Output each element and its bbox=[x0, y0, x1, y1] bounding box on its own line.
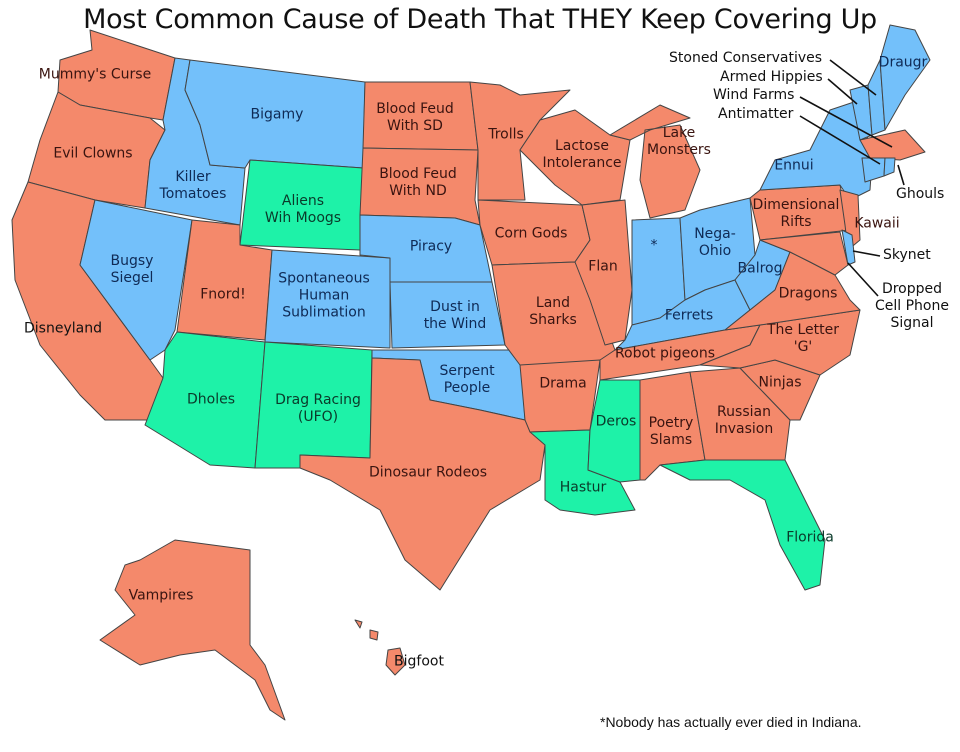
label-or: Evil Clowns bbox=[53, 145, 133, 162]
callout-ct: Antimatter bbox=[718, 106, 794, 122]
state-fl[interactable] bbox=[659, 459, 826, 591]
label-ky: Ferrets bbox=[664, 307, 714, 324]
label-oh: Nega- Ohio bbox=[694, 226, 736, 259]
callout-ma: Wind Farms bbox=[713, 87, 795, 103]
label-ks: Dust in the Wind bbox=[423, 299, 487, 332]
state-co[interactable] bbox=[264, 249, 391, 349]
label-mn: Trolls bbox=[488, 126, 524, 143]
label-fl: Florida bbox=[786, 529, 834, 546]
label-al: Poetry Slams bbox=[648, 415, 694, 448]
state-tx[interactable] bbox=[299, 357, 546, 591]
label-ut: Fnord! bbox=[200, 286, 246, 303]
label-ms: Deros bbox=[595, 413, 637, 430]
label-me: Draugr bbox=[878, 54, 928, 71]
label-mt: Bigamy bbox=[250, 106, 304, 123]
label-tn: Robot pigeons bbox=[614, 345, 716, 362]
state-ri[interactable] bbox=[883, 157, 896, 177]
state-il[interactable] bbox=[574, 199, 633, 346]
state-ms[interactable] bbox=[587, 379, 641, 483]
state-ct[interactable] bbox=[861, 157, 886, 183]
label-mo: Land Sharks bbox=[529, 295, 577, 328]
label-sc: Ninjas bbox=[758, 374, 802, 391]
label-wa: Mummy's Curse bbox=[38, 66, 152, 83]
footnote: *Nobody has actually ever died in Indian… bbox=[600, 714, 862, 730]
map-title: Most Common Cause of Death That THEY Kee… bbox=[83, 4, 877, 35]
label-wy: Aliens Wih Moogs bbox=[264, 193, 342, 226]
label-ne: Piracy bbox=[409, 238, 453, 255]
state-de[interactable] bbox=[841, 229, 856, 266]
state-hi[interactable] bbox=[354, 619, 406, 676]
label-pa: Dimensional Rifts bbox=[752, 197, 840, 230]
state-ak[interactable] bbox=[99, 539, 286, 721]
state-nc[interactable] bbox=[699, 309, 861, 376]
label-sd: Blood Feud With ND bbox=[379, 166, 457, 199]
label-hi: Bigfoot bbox=[394, 653, 444, 670]
state-ma[interactable] bbox=[859, 129, 926, 161]
state-md[interactable] bbox=[759, 231, 849, 276]
label-va: Dragons bbox=[778, 285, 838, 302]
label-ar: Drama bbox=[539, 375, 587, 392]
callout-vt: Armed Hippies bbox=[720, 69, 823, 85]
label-nc: The Letter 'G' bbox=[766, 322, 840, 355]
label-ga: Russian Invasion bbox=[714, 404, 774, 437]
callout-ri: Ghouls bbox=[896, 186, 945, 202]
label-il: Flan bbox=[588, 258, 618, 275]
callout-lines bbox=[799, 59, 905, 297]
callout-md: Dropped Cell Phone Signal bbox=[875, 281, 949, 331]
label-mi: Lake Monsters bbox=[647, 125, 711, 158]
label-nm: Drag Racing (UFO) bbox=[275, 392, 361, 425]
state-me[interactable] bbox=[879, 24, 931, 131]
label-ia: Corn Gods bbox=[494, 225, 568, 242]
state-mi[interactable] bbox=[609, 104, 701, 219]
label-nj: Kawaii bbox=[854, 215, 900, 232]
label-la: Hastur bbox=[559, 479, 607, 496]
label-tx: Dinosaur Rodeos bbox=[368, 464, 488, 481]
callout-de: Skynet bbox=[883, 247, 931, 263]
state-ar[interactable] bbox=[519, 359, 601, 433]
label-wv: Balrog bbox=[737, 260, 783, 277]
label-in: * bbox=[650, 237, 658, 254]
label-ca: Disneyland bbox=[24, 320, 102, 337]
label-id: Killer Tomatoes bbox=[159, 169, 227, 202]
label-wi: Lactose Intolerance bbox=[542, 138, 622, 171]
state-wi[interactable] bbox=[519, 109, 631, 206]
label-az: Dholes bbox=[186, 391, 236, 408]
label-ny: Ennui bbox=[774, 157, 814, 174]
state-nj[interactable] bbox=[839, 189, 861, 251]
label-ok: Serpent People bbox=[439, 363, 495, 396]
label-nv: Bugsy Siegel bbox=[110, 253, 154, 286]
label-co: Spontaneous Human Sublimation bbox=[278, 270, 370, 321]
label-nd: Blood Feud With SD bbox=[376, 101, 454, 134]
state-ga[interactable] bbox=[689, 367, 791, 461]
callout-nh: Stoned Conservatives bbox=[669, 50, 823, 66]
label-ak: Vampires bbox=[128, 587, 194, 604]
